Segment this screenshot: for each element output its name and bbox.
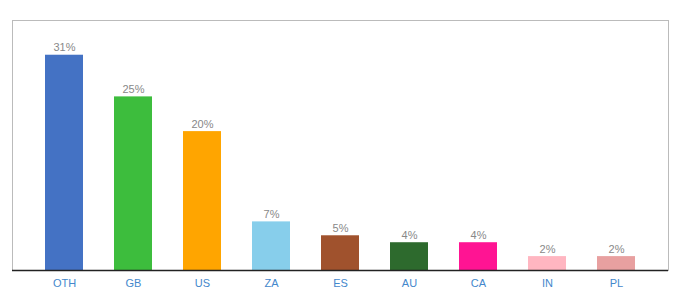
svg-text:5%: 5% bbox=[333, 222, 349, 234]
svg-text:7%: 7% bbox=[264, 208, 280, 220]
svg-text:2%: 2% bbox=[609, 243, 625, 255]
svg-text:PL: PL bbox=[610, 277, 623, 289]
svg-text:ZA: ZA bbox=[264, 277, 279, 289]
svg-text:US: US bbox=[195, 277, 210, 289]
svg-text:25%: 25% bbox=[122, 83, 144, 95]
svg-text:20%: 20% bbox=[191, 118, 213, 130]
svg-text:CA: CA bbox=[471, 277, 487, 289]
svg-text:ES: ES bbox=[333, 277, 348, 289]
svg-text:OTH: OTH bbox=[53, 277, 76, 289]
svg-text:4%: 4% bbox=[471, 229, 487, 241]
svg-text:GB: GB bbox=[126, 277, 142, 289]
svg-text:4%: 4% bbox=[402, 229, 418, 241]
svg-text:AU: AU bbox=[402, 277, 417, 289]
svg-text:IN: IN bbox=[542, 277, 553, 289]
svg-text:2%: 2% bbox=[540, 243, 556, 255]
svg-text:31%: 31% bbox=[53, 41, 75, 53]
